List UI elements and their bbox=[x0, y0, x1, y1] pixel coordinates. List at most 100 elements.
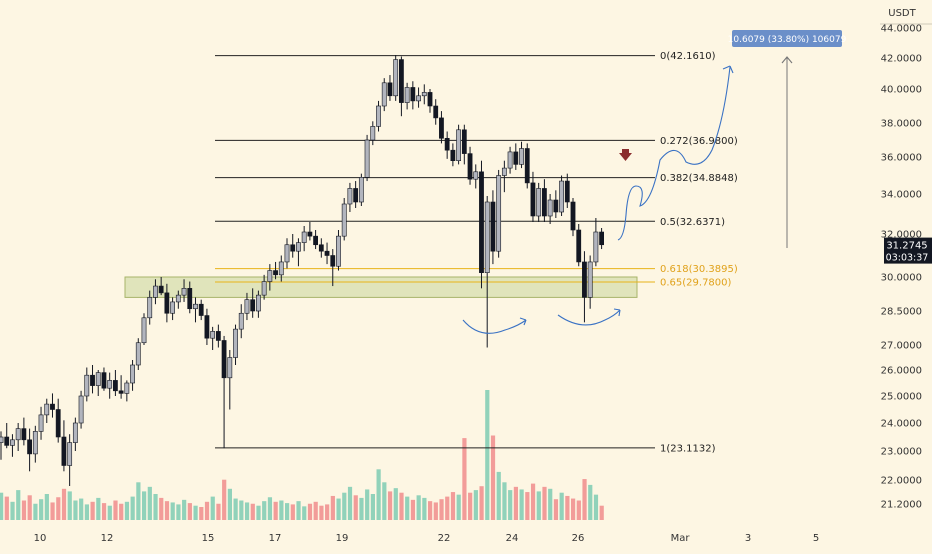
fib-level-label: 1(23.1132) bbox=[660, 443, 716, 454]
candle-body bbox=[496, 175, 502, 252]
candle-body bbox=[227, 357, 233, 379]
candle-body bbox=[364, 139, 370, 178]
candle-body bbox=[318, 244, 324, 252]
volume-bar bbox=[319, 505, 324, 520]
price-tick-label: 28.5000 bbox=[881, 307, 922, 318]
measure-arrowhead bbox=[781, 56, 793, 64]
candle-body bbox=[347, 188, 353, 205]
candle-body bbox=[153, 285, 158, 298]
volume-bar bbox=[422, 497, 427, 520]
volume-bar bbox=[79, 498, 84, 520]
volume-bar bbox=[393, 488, 398, 520]
candle-body bbox=[187, 288, 193, 310]
candle-body bbox=[78, 395, 84, 424]
volume-bar bbox=[113, 500, 118, 520]
candle-body bbox=[324, 250, 330, 256]
volume-bar bbox=[182, 499, 187, 520]
candle-body bbox=[376, 105, 381, 127]
volume-bar bbox=[10, 501, 15, 520]
candle-body bbox=[55, 409, 61, 438]
time-tick-label: 26 bbox=[572, 533, 585, 544]
volume-bar bbox=[262, 501, 267, 520]
volume-bar bbox=[485, 390, 490, 520]
candle-body bbox=[193, 303, 198, 310]
volume-bar bbox=[227, 488, 232, 520]
candle-body bbox=[307, 231, 313, 237]
candle-body bbox=[490, 201, 496, 252]
candle-body bbox=[450, 149, 456, 161]
candle-body bbox=[113, 380, 118, 392]
time-axis: 10 12 15 17 19 22 24 26 Mar 3 5 bbox=[34, 533, 820, 544]
current-price-value: 31.2745 bbox=[886, 241, 927, 252]
candle-body bbox=[398, 59, 404, 103]
fib-level-label: 0.618(30.3895) bbox=[660, 264, 738, 275]
volume-bar bbox=[33, 503, 38, 520]
candle-body bbox=[513, 151, 519, 165]
price-countdown: 03:03:37 bbox=[886, 253, 929, 264]
volume-bar bbox=[342, 492, 347, 520]
candle-body bbox=[564, 180, 570, 203]
volume-bar bbox=[21, 500, 27, 520]
volume-bar bbox=[370, 494, 375, 520]
price-tick-label: 22.0000 bbox=[881, 476, 922, 487]
candle-body bbox=[130, 364, 135, 384]
fib-retracement: 0(42.1610) 0.272(36.9800) 0.382(34.8848) 0.… bbox=[215, 51, 738, 454]
candle-body bbox=[599, 231, 604, 246]
candle-body bbox=[393, 59, 399, 97]
candle-body bbox=[181, 288, 187, 296]
volume-bar bbox=[67, 491, 72, 520]
time-tick-label: 22 bbox=[438, 533, 451, 544]
candle-body bbox=[170, 301, 175, 314]
volume-bar bbox=[279, 500, 284, 520]
volume-bar bbox=[204, 501, 210, 520]
candle-body bbox=[536, 188, 542, 217]
volume-bar bbox=[416, 495, 421, 520]
candle-body bbox=[439, 117, 444, 139]
volume-bar bbox=[239, 500, 244, 520]
volume-bar bbox=[582, 479, 587, 520]
volume-bar bbox=[588, 484, 593, 520]
volume-bar bbox=[376, 469, 381, 520]
candle-body bbox=[250, 299, 256, 312]
candle-body bbox=[290, 244, 296, 252]
candle-body bbox=[341, 203, 347, 237]
time-tick-label: 10 bbox=[34, 533, 47, 544]
candle-body bbox=[330, 255, 336, 267]
time-tick-label: 5 bbox=[813, 533, 819, 544]
candle-body bbox=[358, 177, 364, 203]
volume-bar bbox=[256, 505, 261, 520]
volume-bar bbox=[61, 488, 67, 520]
support-zone bbox=[124, 276, 638, 298]
volume-bar bbox=[382, 482, 387, 520]
candle-body bbox=[461, 129, 467, 154]
volume-bar bbox=[73, 500, 78, 520]
candle-body bbox=[284, 244, 290, 263]
volume-bar bbox=[399, 492, 404, 520]
volume-bar bbox=[16, 490, 21, 520]
measure-label: 10.6079 (33.80%) 106079 bbox=[728, 30, 847, 47]
volume-bar bbox=[222, 479, 227, 520]
right-bounce-curve bbox=[557, 309, 621, 326]
volume-bar bbox=[479, 486, 484, 520]
candle-body bbox=[244, 299, 250, 314]
candle-body bbox=[530, 182, 536, 217]
candle-body bbox=[4, 436, 10, 446]
volume-bar bbox=[136, 482, 141, 520]
candle-body bbox=[473, 171, 479, 180]
volume-bar bbox=[502, 482, 507, 520]
fib-level-label: 0.65(29.7800) bbox=[660, 277, 732, 288]
candle-body bbox=[273, 270, 278, 276]
time-tick-label: 17 bbox=[269, 533, 282, 544]
volume-bar bbox=[285, 503, 290, 520]
candle-body bbox=[416, 95, 421, 102]
candles bbox=[0, 55, 604, 486]
projection-arrowhead bbox=[722, 65, 734, 74]
volume-bar bbox=[130, 496, 135, 520]
volume-bar bbox=[525, 492, 530, 520]
price-tick-label: 36.0000 bbox=[881, 153, 922, 164]
price-tick-label: 34.0000 bbox=[881, 190, 922, 201]
volume-bar bbox=[296, 501, 301, 520]
fib-level-label: 0.5(32.6371) bbox=[660, 217, 725, 228]
